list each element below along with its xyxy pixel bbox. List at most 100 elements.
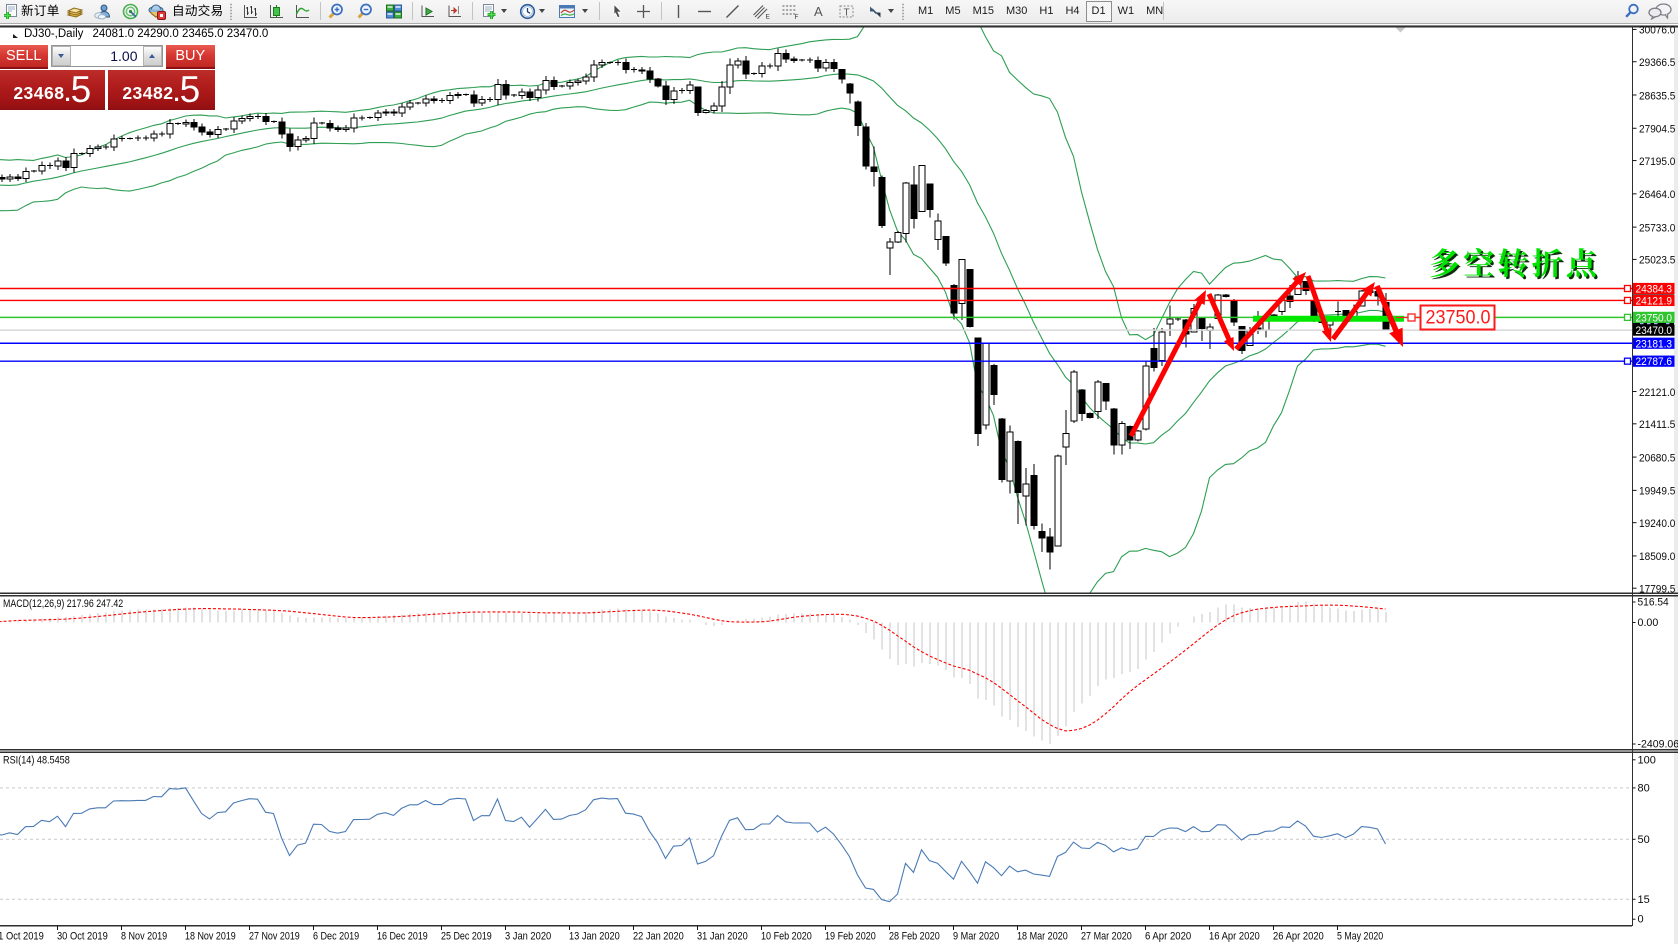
toolbar-separator — [1163, 2, 1164, 20]
price-flag-box — [1419, 304, 1496, 331]
dropdown-caret-icon[interactable] — [888, 9, 894, 13]
text-button[interactable]: A — [812, 2, 825, 21]
trendline-button[interactable] — [724, 2, 741, 21]
svg-text:A: A — [814, 4, 823, 19]
price-line-label-box — [1633, 355, 1675, 367]
tile-windows-icon — [386, 4, 402, 19]
auto-scroll-button[interactable] — [419, 2, 436, 21]
trend-arrow — [1330, 290, 1370, 341]
price-tick-label: 19949.5 — [1639, 486, 1675, 498]
sell-price-display[interactable]: 23468. 5 — [0, 70, 105, 110]
date-label: 21 Oct 2019 — [0, 931, 44, 943]
price-tick-label: 17799.5 — [1639, 584, 1675, 596]
timeframe-button-m30[interactable]: M30 — [1005, 5, 1028, 17]
line-handle — [1623, 284, 1632, 293]
crosshair-button[interactable] — [635, 2, 652, 21]
date-label: 25 Dec 2019 — [441, 931, 492, 943]
rsi-title: RSI(14) 48.5458 — [3, 755, 70, 767]
trend-arrow — [1128, 299, 1203, 438]
timeframe-button-d1[interactable]: D1 — [1085, 1, 1112, 22]
arrows-button[interactable] — [866, 2, 884, 21]
chat-button[interactable] — [1648, 2, 1672, 21]
subwindow-arrow-icon — [13, 33, 18, 38]
periods-button[interactable] — [519, 2, 536, 21]
autotrading-button[interactable] — [148, 2, 166, 21]
cursor-button[interactable] — [609, 2, 626, 21]
vertical-line-icon — [677, 5, 680, 18]
price-line-label-text: 22787.6 — [1636, 356, 1673, 368]
timeframe-button-h1[interactable]: H1 — [1039, 5, 1054, 17]
time-axis[interactable]: 21 Oct 2019 30 Oct 2019 8 Nov 2019 18 Nov 2… — [0, 925, 1383, 943]
price-line-label-text: 23750.0 — [1636, 312, 1673, 324]
templates-button[interactable] — [558, 2, 576, 21]
price-line-label-box — [1633, 324, 1675, 336]
autotrading-label[interactable] — [172, 3, 228, 20]
bollinger-middle-band — [0, 73, 1386, 445]
new-chart-button[interactable] — [481, 2, 498, 21]
zoom-out-icon — [357, 3, 372, 19]
price-line-label-text: 23181.3 — [1636, 338, 1673, 350]
trend-arrow — [1234, 279, 1300, 351]
trend-arrow — [1305, 275, 1330, 333]
rsi-axis-label: 15 — [1638, 894, 1650, 906]
text-label-button[interactable]: T — [838, 2, 855, 21]
equidistant-channel-icon: E — [753, 5, 771, 20]
buy-price-display[interactable]: 23482. 5 — [107, 70, 215, 110]
autotrading-icon — [148, 4, 166, 20]
auto-scroll-icon — [421, 5, 434, 17]
chart-shift-icon — [448, 5, 461, 17]
line-chart-mode-button[interactable] — [294, 2, 311, 21]
price-axis[interactable]: 30076.0 29366.5 28635.5 27904.5 27195.0 26464… — [1632, 25, 1676, 596]
timeframe-button-h4[interactable]: H4 — [1065, 5, 1080, 17]
new-order-button[interactable] — [3, 2, 20, 21]
date-label: 30 Oct 2019 — [57, 931, 108, 943]
price-line-label-box — [1633, 282, 1675, 295]
toolbar-grip — [901, 3, 905, 20]
bar-chart-mode-button[interactable] — [242, 2, 259, 21]
signals-button[interactable] — [122, 2, 139, 21]
one-click-trading-panel: SELL 1.00 BUY 23468. 5 23482. 5 — [0, 45, 215, 110]
date-label: 31 Jan 2020 — [697, 931, 748, 943]
chart-shift-button[interactable] — [446, 2, 463, 21]
date-label: 13 Jan 2020 — [569, 931, 620, 943]
date-label: 16 Apr 2020 — [1209, 931, 1260, 943]
date-label: 6 Apr 2020 — [1145, 931, 1191, 943]
date-label: 9 Mar 2020 — [953, 931, 999, 943]
fibonacci-button[interactable]: F — [781, 2, 800, 21]
tile-windows-button[interactable] — [385, 2, 403, 21]
zoom-in-button[interactable] — [327, 2, 344, 21]
macd-title: MACD(12,26,9) 217.96 247.42 — [3, 598, 123, 610]
bollinger-lower-band — [0, 99, 1386, 593]
date-label: 27 Mar 2020 — [1081, 931, 1132, 943]
zoom-in-icon — [328, 3, 343, 19]
dropdown-caret-icon[interactable] — [501, 9, 507, 13]
new-order-label[interactable] — [21, 3, 64, 20]
timeframe-button-m5[interactable]: M5 — [945, 5, 961, 17]
sell-button[interactable]: SELL — [0, 45, 48, 69]
buy-button[interactable]: BUY — [165, 45, 215, 69]
timeframe-button-mn[interactable]: MN — [1146, 5, 1164, 17]
text-label-icon: T — [839, 5, 854, 19]
price-tick-label: 20680.5 — [1639, 452, 1675, 464]
expert-advisors-button[interactable] — [94, 2, 111, 21]
candlestick-mode-button[interactable] — [268, 2, 285, 21]
equidistant-channel-button[interactable]: E — [752, 2, 771, 21]
dropdown-caret-icon[interactable] — [582, 9, 588, 13]
volume-increase-button[interactable] — [142, 46, 162, 66]
horizontal-line-button[interactable] — [696, 2, 713, 21]
price-tick-label: 21411.5 — [1639, 419, 1675, 431]
vertical-line-button[interactable] — [672, 2, 685, 21]
volume-input[interactable]: 1.00 — [110, 48, 138, 64]
dropdown-caret-icon[interactable] — [539, 9, 545, 13]
volume-decrease-button[interactable] — [51, 46, 71, 66]
timeframe-button-m1[interactable]: M1 — [918, 5, 934, 17]
timeframe-button-m15[interactable]: M15 — [972, 5, 994, 17]
search-button[interactable] — [1624, 2, 1640, 21]
trend-arrow — [1374, 284, 1400, 334]
volume-spinner: 1.00 — [50, 45, 163, 67]
timeframe-button-w1[interactable]: W1 — [1117, 5, 1135, 17]
profiles-button[interactable] — [66, 2, 84, 21]
zoom-out-button[interactable] — [356, 2, 373, 21]
